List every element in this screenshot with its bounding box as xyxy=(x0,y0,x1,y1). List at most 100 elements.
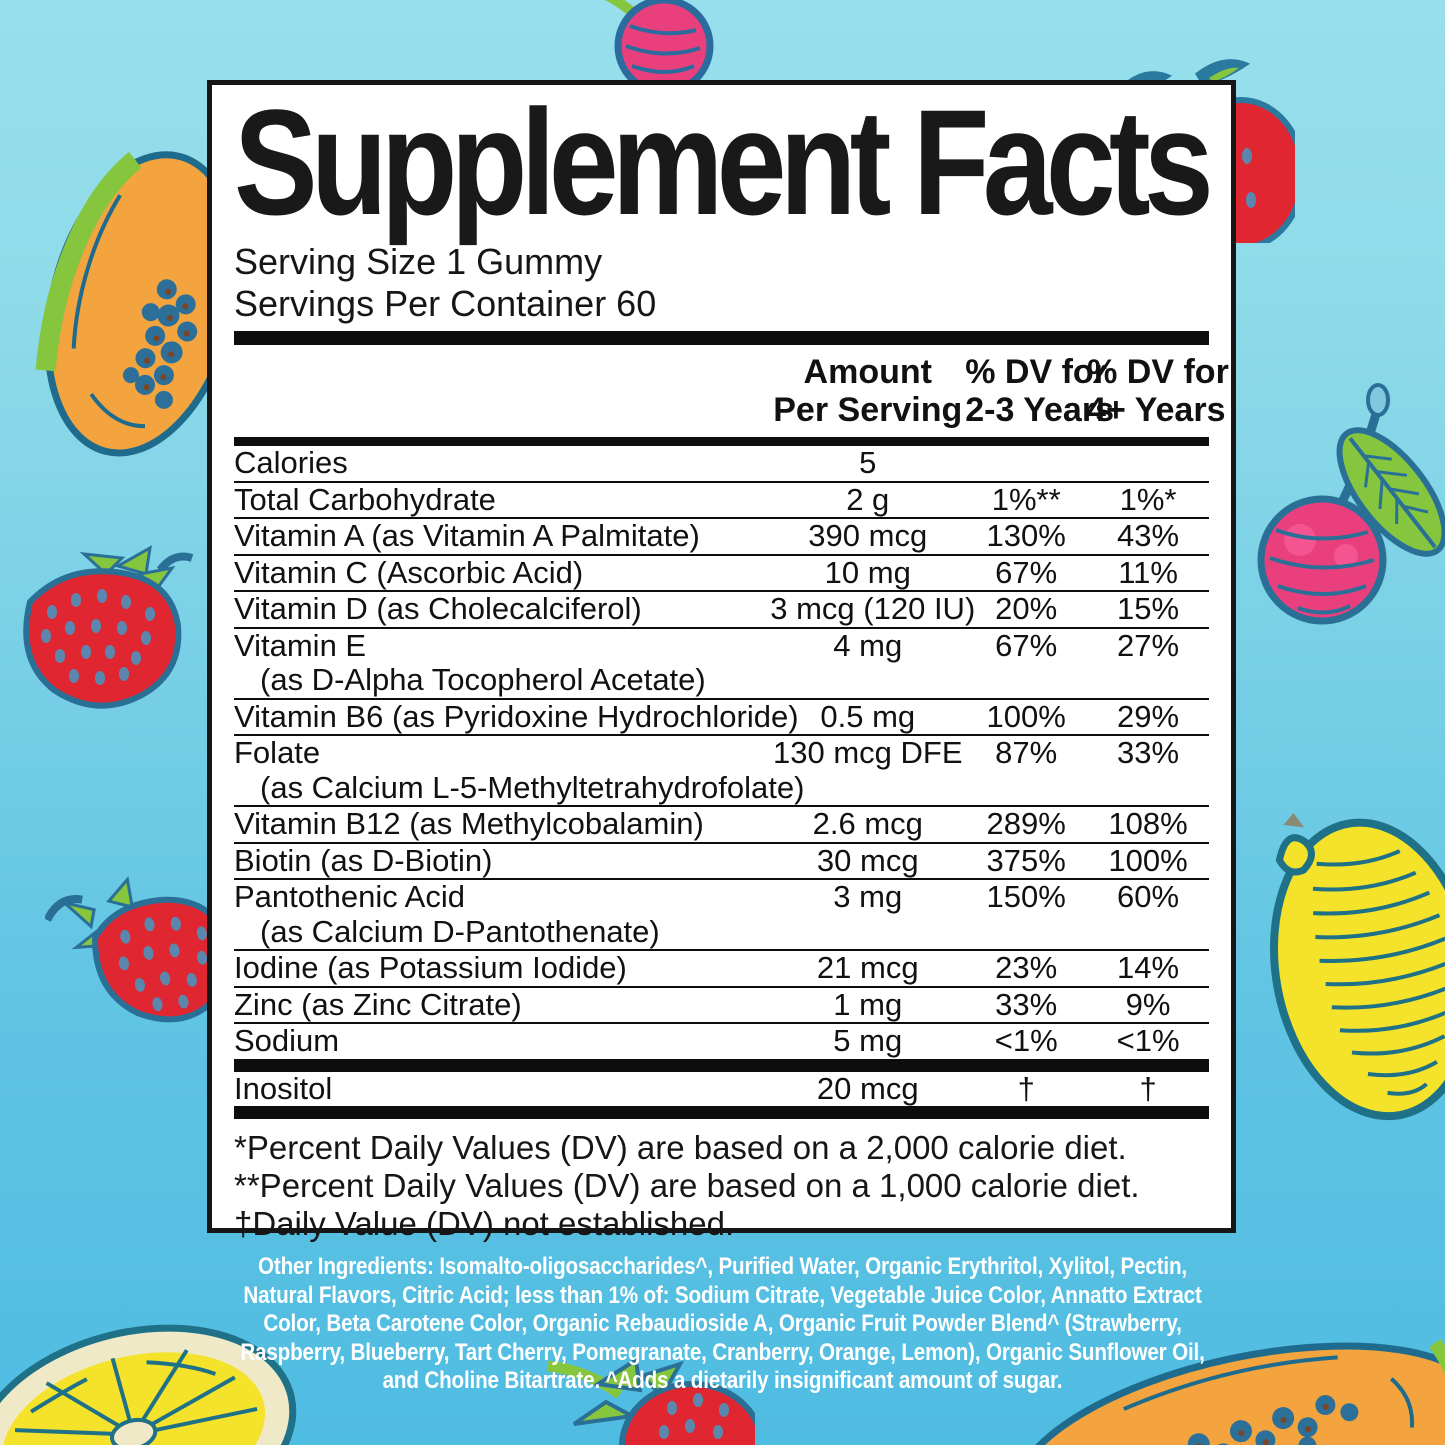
nutrient-dv-2-3: † xyxy=(1017,1070,1035,1106)
ingredients-line: Other Ingredients: Isomalto-oligosacchar… xyxy=(258,1253,1187,1280)
nutrient-name: Pantothenic Acid xyxy=(234,879,465,914)
nutrient-dv-2-3: 20% xyxy=(995,591,1058,626)
nutrient-dv-4plus: 9% xyxy=(1125,986,1171,1022)
nutrient-amount: 10 mg xyxy=(824,554,911,590)
table-row: Vitamin E 4 mg 67% 27% xyxy=(234,626,1209,664)
nutrient-name: Total Carbohydrate xyxy=(234,481,496,517)
nutrient-name: Sodium xyxy=(234,1023,340,1058)
nutrient-dv-2-3: 375% xyxy=(986,842,1066,878)
table-row: Sodium 5 mg <1% <1% xyxy=(234,1022,1209,1059)
nutrient-dv-4plus: 100% xyxy=(1108,842,1188,878)
nutrient-amount: 20 mcg xyxy=(816,1070,919,1106)
nutrient-dv-2-3: 130% xyxy=(986,518,1066,553)
nutrient-dv-4plus: 33% xyxy=(1117,735,1180,770)
servings-per-container: Servings Per Container 60 xyxy=(234,283,657,324)
strawberry-icon xyxy=(45,876,230,1023)
nutrient-amount: 4 mg xyxy=(833,627,903,663)
nutrient-source-note: (as Calcium D-Pantothenate) xyxy=(260,913,660,949)
nutrient-dv-4plus: 43% xyxy=(1117,518,1180,553)
papaya-icon xyxy=(35,151,220,457)
nutrient-name: Vitamin E xyxy=(234,627,367,663)
cherry-icon xyxy=(1257,383,1445,625)
nutrient-dv-4plus: 60% xyxy=(1117,879,1180,914)
nutrient-amount: 2.6 mcg xyxy=(812,806,923,841)
nutrient-dv-2-3: 23% xyxy=(995,950,1058,985)
nutrient-source-note: (as D-Alpha Tocopherol Acetate) xyxy=(260,662,706,697)
table-header-row: Amount Per Serving % DV for 2-3 Years % … xyxy=(234,345,1229,437)
nutrient-amount: 5 xyxy=(859,445,877,480)
table-row: Iodine (as Potassium Iodide) 21 mcg 23% … xyxy=(234,949,1209,986)
nutrient-name: Biotin (as D-Biotin) xyxy=(234,842,493,878)
nutrient-dv-4plus xyxy=(1087,446,1209,481)
nutrient-name: Inositol xyxy=(234,1070,333,1106)
ingredients-line: Raspberry, Blueberry, Tart Cherry, Pomeg… xyxy=(240,1338,1205,1366)
nutrient-amount: 5 mg xyxy=(833,1023,903,1058)
table-row: Biotin (as D-Biotin) 30 mcg 375% 100% xyxy=(234,841,1209,879)
nutrient-dv-2-3: <1% xyxy=(994,1023,1058,1058)
nutrient-amount: 3 mg xyxy=(833,879,903,914)
column-header-dv-2-3: % DV for 2-3 Years xyxy=(965,353,1114,429)
lemon-icon xyxy=(1269,812,1445,1121)
nutrient-dv-4plus: 108% xyxy=(1108,806,1188,841)
divider-thick xyxy=(234,331,1209,345)
strawberry-icon xyxy=(23,545,194,709)
nutrient-dv-2-3: 289% xyxy=(986,806,1066,841)
supplement-facts-panel: Supplement Facts Serving Size 1 Gummy Se… xyxy=(207,78,1236,1242)
table-row: Vitamin D (as Cholecalciferol) 3 mcg (12… xyxy=(234,590,1209,627)
nutrient-dv-2-3: 67% xyxy=(995,627,1058,663)
footnote: *Percent Daily Values (DV) are based on … xyxy=(234,1129,1127,1166)
table-row: Calories 5 xyxy=(234,445,1209,481)
nutrient-name: Vitamin B12 (as Methylcobalamin) xyxy=(234,806,704,841)
nutrient-amount: 390 mcg xyxy=(808,518,928,553)
ingredients-line: and Choline Bitartrate. ^Adds a dietaril… xyxy=(382,1367,1063,1394)
nutrient-name: Calories xyxy=(234,445,348,480)
nutrient-dv-4plus: 27% xyxy=(1117,627,1180,663)
table-row-inositol: Inositol 20 mcg † † xyxy=(234,1070,1209,1107)
table-row: Vitamin C (Ascorbic Acid) 10 mg 67% 11% xyxy=(234,553,1209,591)
nutrient-name: Vitamin B6 (as Pyridoxine Hydrochloride) xyxy=(234,698,799,734)
divider-medium xyxy=(234,437,1209,446)
nutrient-dv-2-3: 67% xyxy=(995,554,1058,590)
divider-thick xyxy=(234,1058,1209,1072)
table-row: Total Carbohydrate 2 g 1%** 1%* xyxy=(234,480,1209,518)
nutrient-dv-4plus: 29% xyxy=(1117,698,1180,734)
nutrient-name: Vitamin C (Ascorbic Acid) xyxy=(234,554,584,590)
table-row: Zinc (as Zinc Citrate) 1 mg 33% 9% xyxy=(234,985,1209,1023)
divider-thick xyxy=(234,1106,1209,1119)
table-row: Pantothenic Acid 3 mg 150% 60% xyxy=(234,878,1209,915)
nutrient-dv-2-3: 1%** xyxy=(991,481,1061,517)
nutrient-dv-2-3: 87% xyxy=(995,735,1058,770)
nutrient-dv-4plus: 11% xyxy=(1118,554,1178,590)
column-header-dv-4plus: % DV for 4+ Years xyxy=(1087,353,1229,429)
nutrient-dv-4plus: <1% xyxy=(1116,1023,1180,1058)
footnotes: *Percent Daily Values (DV) are based on … xyxy=(234,1129,1209,1243)
nutrient-amount: 21 mcg xyxy=(816,950,919,985)
ingredients-line: Natural Flavors, Citric Acid; less than … xyxy=(243,1281,1202,1309)
nutrient-amount: 1 mg xyxy=(833,986,903,1022)
nutrient-name: Vitamin A (as Vitamin A Palmitate) xyxy=(234,518,700,553)
nutrient-dv-4plus: 14% xyxy=(1117,950,1180,985)
footnote: †Daily Value (DV) not established. xyxy=(234,1205,735,1242)
nutrient-dv-2-3: 100% xyxy=(986,698,1066,734)
ingredients-line: Color, Beta Carotene Color, Organic Reba… xyxy=(263,1310,1182,1337)
nutrient-amount: 3 mcg (120 IU) xyxy=(770,591,976,626)
page-title: Supplement Facts xyxy=(234,78,1214,246)
table-row: Vitamin B6 (as Pyridoxine Hydrochloride)… xyxy=(234,697,1209,735)
nutrient-dv-4plus: 15% xyxy=(1117,591,1180,626)
nutrient-dv-4plus: 1%* xyxy=(1119,481,1177,517)
nutrient-name: Vitamin D (as Cholecalciferol) xyxy=(234,591,642,626)
table-row: Vitamin B12 (as Methylcobalamin) 2.6 mcg… xyxy=(234,805,1209,842)
nutrient-name: Zinc (as Zinc Citrate) xyxy=(234,986,522,1022)
nutrient-name: Folate xyxy=(234,735,321,770)
nutrient-dv-2-3: 33% xyxy=(995,986,1058,1022)
nutrient-amount: 130 mcg DFE xyxy=(772,735,963,770)
serving-size: Serving Size 1 Gummy xyxy=(234,241,603,282)
nutrient-amount: 0.5 mg xyxy=(820,698,916,734)
other-ingredients: Other Ingredients: Isomalto-oligosacchar… xyxy=(232,1253,1213,1396)
nutrient-dv-2-3 xyxy=(965,446,1087,481)
nutrient-amount: 2 g xyxy=(846,481,890,517)
nutrient-amount: 30 mcg xyxy=(816,842,919,878)
nutrient-name: Iodine (as Potassium Iodide) xyxy=(234,950,627,985)
table-row: Vitamin A (as Vitamin A Palmitate) 390 m… xyxy=(234,517,1209,554)
column-header-amount: Amount Per Serving xyxy=(773,353,963,429)
